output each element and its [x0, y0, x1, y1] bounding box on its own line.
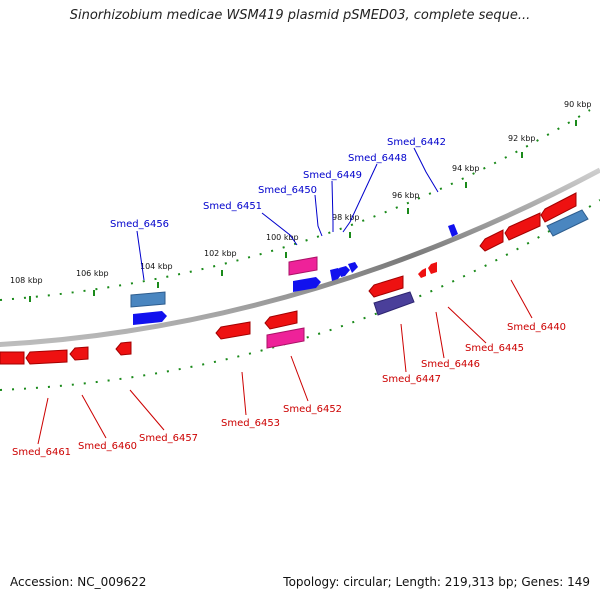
gene-smed-6447[interactable] [373, 291, 415, 316]
gene-smed-6451-pink[interactable] [288, 256, 318, 276]
gene-smed-6460[interactable] [25, 349, 68, 365]
gene-smed-6440-red-a[interactable] [504, 212, 541, 241]
major-ticks [29, 120, 577, 302]
gene-smed-6461[interactable] [0, 351, 25, 365]
gene-label-smed-6456[interactable]: Smed_6456 [110, 219, 169, 230]
gene-label-smed-6450[interactable]: Smed_6450 [258, 185, 317, 196]
gene-label-smed-6440[interactable]: Smed_6440 [507, 322, 566, 333]
gene-label-smed-6451[interactable]: Smed_6451 [203, 201, 262, 212]
gene-label-smed-6461[interactable]: Smed_6461 [12, 447, 71, 458]
gene-smed-6457[interactable] [69, 346, 89, 361]
gene-smed-6448[interactable] [348, 262, 358, 273]
gene-smed-6458[interactable] [115, 341, 132, 356]
tick-label-90: 90 kbp [564, 100, 592, 109]
gene-smed-6451[interactable] [293, 277, 321, 292]
tick-labels: 108 kbp 106 kbp 104 kbp 102 kbp 100 kbp … [10, 100, 592, 285]
tick-label-108: 108 kbp [10, 276, 43, 285]
forward-leaders [136, 147, 439, 281]
gene-smed-6449[interactable] [339, 266, 350, 277]
gene-smed-6447-red[interactable] [368, 275, 404, 298]
gene-smed-6452[interactable] [266, 327, 305, 349]
gene-smed-6440-steel[interactable] [546, 209, 589, 237]
tick-label-98: 98 kbp [332, 213, 360, 222]
gene-smed-6456-steel[interactable] [130, 291, 166, 308]
gene-label-smed-6449[interactable]: Smed_6449 [303, 170, 362, 181]
gene-smed-6456[interactable] [133, 311, 167, 325]
gene-smed-6446[interactable] [418, 268, 426, 278]
gene-label-smed-6446[interactable]: Smed_6446 [421, 359, 480, 370]
plasmid-backbone [0, 167, 600, 347]
tick-label-106: 106 kbp [76, 269, 109, 278]
tick-label-96: 96 kbp [392, 191, 420, 200]
tick-label-92: 92 kbp [508, 134, 536, 143]
gene-smed-6440-red-b[interactable] [540, 192, 577, 223]
forward-genes [130, 209, 589, 325]
gene-label-smed-6445[interactable]: Smed_6445 [465, 343, 524, 354]
gene-label-smed-6452[interactable]: Smed_6452 [283, 404, 342, 415]
gene-label-smed-6460[interactable]: Smed_6460 [78, 441, 137, 452]
reverse-gene-labels: Smed_6461 Smed_6460 Smed_6457 Smed_6453 … [12, 322, 566, 458]
gene-label-smed-6448[interactable]: Smed_6448 [348, 153, 407, 164]
map-title: Sinorhizobium medicae WSM419 plasmid pSM… [69, 8, 531, 23]
tick-label-102: 102 kbp [204, 249, 237, 258]
reverse-genes [0, 192, 577, 365]
gene-smed-6441[interactable] [479, 229, 504, 252]
gene-smed-6452-red[interactable] [264, 310, 298, 330]
reverse-leaders [37, 279, 533, 445]
topology-summary: Topology: circular; Length: 219,313 bp; … [283, 575, 590, 589]
gene-smed-6442[interactable] [448, 224, 458, 237]
forward-gene-labels: Smed_6456 Smed_6451 Smed_6450 Smed_6449 … [110, 137, 446, 230]
gene-label-smed-6447[interactable]: Smed_6447 [382, 374, 441, 385]
gene-smed-6453[interactable] [215, 321, 251, 340]
gene-label-smed-6453[interactable]: Smed_6453 [221, 418, 280, 429]
tick-label-100: 100 kbp [266, 233, 299, 242]
gene-label-smed-6457[interactable]: Smed_6457 [139, 433, 198, 444]
tick-label-94: 94 kbp [452, 164, 480, 173]
tick-label-104: 104 kbp [140, 262, 173, 271]
accession-text: Accession: NC_009622 [10, 575, 147, 589]
gene-label-smed-6442[interactable]: Smed_6442 [387, 137, 446, 148]
gene-smed-6445[interactable] [428, 262, 437, 274]
